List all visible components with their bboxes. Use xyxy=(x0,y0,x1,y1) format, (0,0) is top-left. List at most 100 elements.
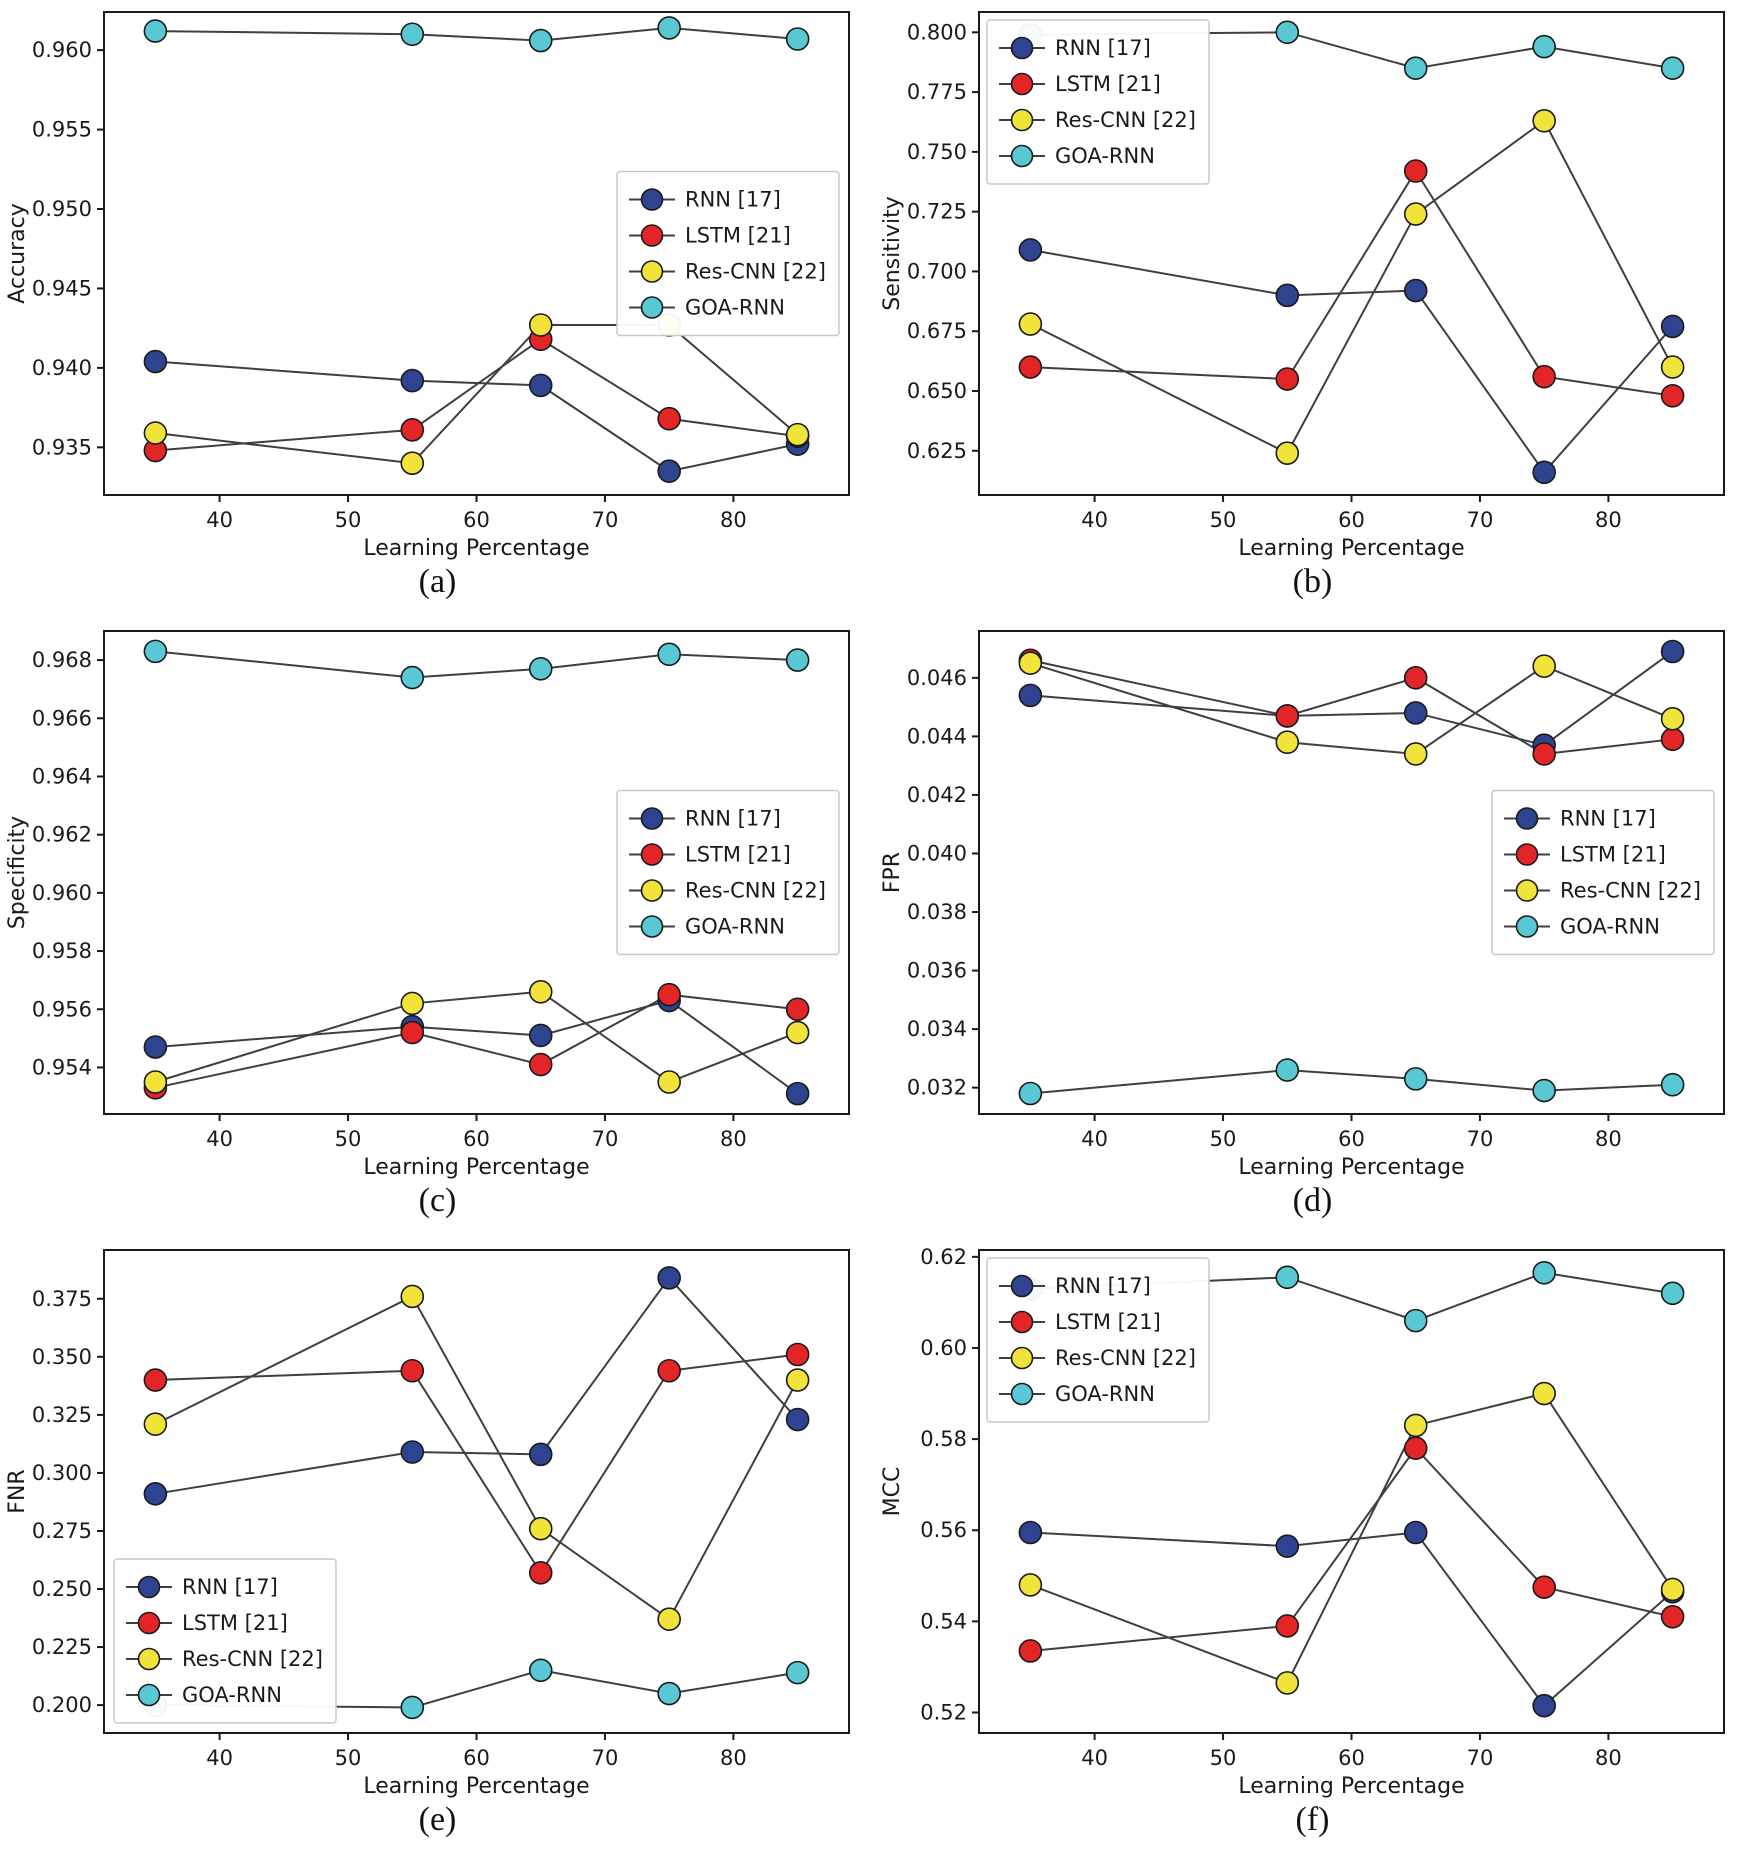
y-tick-label: 0.034 xyxy=(907,1017,967,1041)
chart-mcc: 40 50 60 70 80 0.52 0.54 0.56 0.58 0.60 0.62 Learni… xyxy=(880,1245,1725,1799)
data-marker xyxy=(1275,1671,1300,1695)
legend-label: GOA-RNN xyxy=(182,1683,282,1707)
x-tick-label: 50 xyxy=(1210,1746,1237,1770)
data-marker xyxy=(1275,441,1300,465)
legend-marker xyxy=(640,296,664,319)
y-tick-label: 0.675 xyxy=(907,319,967,343)
y-axis-label: Accuracy xyxy=(5,203,30,303)
data-marker xyxy=(143,1412,168,1436)
legend: RNN [17] LSTM [21] Res-CNN [22] GOA-RNN xyxy=(1491,789,1715,956)
legend-marker xyxy=(640,807,664,830)
data-marker xyxy=(1532,1693,1556,1718)
legend-box xyxy=(986,19,1210,185)
data-marker xyxy=(1660,1577,1685,1602)
legend-box xyxy=(986,1257,1210,1423)
legend-label: Res-CNN [22] xyxy=(182,1647,323,1671)
data-marker xyxy=(785,1020,810,1045)
x-tick-label: 80 xyxy=(1595,508,1622,532)
y-tick-label: 0.58 xyxy=(920,1427,967,1451)
caption-b: (b) xyxy=(1292,563,1333,600)
y-tick-label: 0.750 xyxy=(907,140,967,164)
y-tick-label: 0.032 xyxy=(907,1076,967,1100)
legend-marker xyxy=(1010,144,1034,168)
data-marker xyxy=(1275,730,1300,755)
y-tick-label: 0.968 xyxy=(32,648,92,672)
data-marker xyxy=(400,22,425,47)
x-tick-label: 80 xyxy=(1595,1746,1622,1770)
data-marker xyxy=(785,1342,810,1367)
x-tick-label: 60 xyxy=(463,508,490,532)
data-marker xyxy=(1403,278,1428,303)
legend-marker xyxy=(1010,72,1034,96)
data-marker xyxy=(143,1482,168,1506)
data-marker xyxy=(785,1660,810,1685)
legend-marker xyxy=(1010,108,1034,132)
data-marker xyxy=(143,1070,168,1094)
y-tick-label: 0.960 xyxy=(32,38,92,62)
data-marker xyxy=(1660,707,1685,731)
legend-box xyxy=(616,789,840,956)
x-tick-label: 50 xyxy=(335,508,362,532)
chart-accuracy: 40 50 60 70 80 0.935 0.940 0.945 0.950 0.955 0.960… xyxy=(5,11,850,561)
panel-d: 40 50 60 70 80 0.032 0.034 0.036 0.038 0.040 0.042… xyxy=(875,619,1750,1238)
legend-label: RNN [17] xyxy=(685,807,781,831)
data-marker xyxy=(528,1052,553,1077)
legend-marker xyxy=(137,1647,161,1671)
x-tick-label: 70 xyxy=(592,508,619,532)
legend-marker xyxy=(640,260,664,283)
legend-box xyxy=(616,170,840,337)
data-marker xyxy=(143,421,168,445)
y-tick-label: 0.250 xyxy=(32,1577,92,1601)
data-marker xyxy=(1018,355,1043,379)
data-marker xyxy=(528,1658,553,1683)
legend-marker xyxy=(1515,807,1539,830)
y-tick-label: 0.700 xyxy=(907,259,967,283)
data-marker xyxy=(143,19,168,43)
legend-label: LSTM [21] xyxy=(685,843,791,867)
data-marker xyxy=(1018,312,1043,336)
data-marker xyxy=(400,1284,425,1309)
x-tick-label: 40 xyxy=(1081,1127,1108,1151)
data-marker xyxy=(657,1266,681,1290)
legend-marker xyxy=(1515,843,1539,866)
data-marker xyxy=(528,1560,553,1585)
data-marker xyxy=(1660,727,1685,752)
y-tick-label: 0.044 xyxy=(907,724,967,748)
y-tick-label: 0.300 xyxy=(32,1461,92,1485)
legend-marker xyxy=(1010,1346,1034,1370)
data-marker xyxy=(1660,355,1685,379)
x-axis-label: Learning Percentage xyxy=(1238,1155,1464,1180)
x-tick-label: 60 xyxy=(1338,1746,1365,1770)
data-marker xyxy=(1275,1265,1300,1290)
x-axis-label: Learning Percentage xyxy=(1238,536,1464,561)
data-marker xyxy=(1660,314,1685,339)
data-marker xyxy=(785,1081,810,1106)
data-marker xyxy=(1403,159,1428,183)
y-axis-label: Sensitivity xyxy=(880,196,905,311)
y-tick-label: 0.962 xyxy=(32,823,92,847)
data-marker xyxy=(400,991,425,1016)
y-tick-label: 0.625 xyxy=(907,439,967,463)
x-axis-label: Learning Percentage xyxy=(363,1155,589,1180)
data-marker xyxy=(657,16,681,40)
data-marker xyxy=(528,657,553,681)
x-axis-label: Learning Percentage xyxy=(363,1774,589,1799)
x-tick-label: 80 xyxy=(720,1127,747,1151)
y-tick-label: 0.200 xyxy=(32,1693,92,1717)
data-marker xyxy=(528,28,553,53)
x-tick-label: 70 xyxy=(592,1127,619,1151)
x-axis-label: Learning Percentage xyxy=(1238,1774,1464,1799)
data-marker xyxy=(1660,56,1685,80)
x-axis-label: Learning Percentage xyxy=(363,536,589,561)
y-tick-label: 0.60 xyxy=(920,1336,967,1360)
data-marker xyxy=(143,1035,168,1059)
legend: RNN [17] LSTM [21] Res-CNN [22] GOA-RNN xyxy=(113,1558,337,1724)
data-marker xyxy=(400,1020,425,1045)
plot-frame xyxy=(978,11,1725,496)
data-marker xyxy=(1403,701,1428,725)
data-marker xyxy=(528,373,553,398)
data-marker xyxy=(785,648,810,672)
x-tick-label: 70 xyxy=(1467,508,1494,532)
y-tick-label: 0.350 xyxy=(32,1345,92,1369)
data-marker xyxy=(657,406,681,431)
